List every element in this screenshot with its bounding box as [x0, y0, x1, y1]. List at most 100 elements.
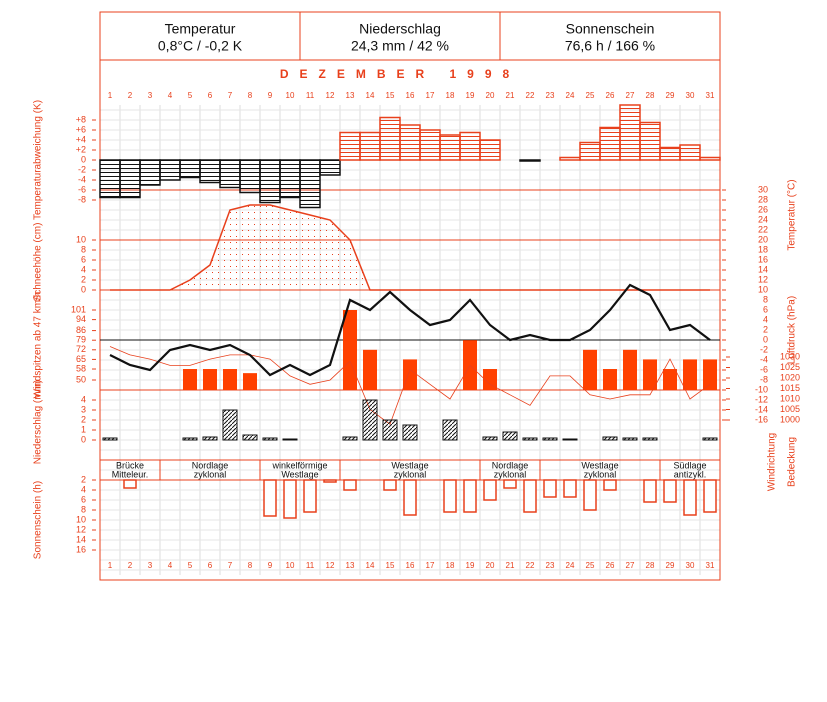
day-label: 22 [526, 561, 535, 570]
precipitation-bar [102, 437, 118, 441]
y-tick-label: -16 [755, 414, 768, 424]
wind-bar [643, 359, 657, 390]
day-label: 25 [586, 91, 595, 100]
y-tick-label: 20 [758, 234, 768, 244]
deviation-bar [519, 159, 541, 162]
weather-type: antizykl. [674, 469, 707, 479]
sunshine-bar [303, 479, 317, 513]
sunshine-bar [383, 479, 397, 491]
weather-type: zyklonal [394, 469, 427, 479]
day-label: 31 [706, 91, 715, 100]
y-tick-label: 8 [81, 244, 86, 254]
sunshine-bar [683, 479, 697, 516]
day-label: 31 [706, 561, 715, 570]
day-label: 3 [148, 561, 153, 570]
header-value: 24,3 mm / 42 % [351, 38, 449, 54]
sunshine-bar [443, 479, 457, 513]
y-tick-label: 4 [81, 394, 86, 404]
deviation-bar [359, 131, 381, 161]
wind-bar [243, 373, 257, 390]
axis-label: Windspitzen ab 47 km/h [33, 292, 44, 399]
weather-type: Westlage [391, 460, 428, 470]
precipitation-bar [282, 438, 298, 441]
y-tick-label: 2 [81, 274, 86, 284]
y-tick-label: 8 [81, 504, 86, 514]
precipitation-bar [202, 436, 218, 441]
sunshine-bar [583, 479, 597, 511]
day-label: 29 [666, 561, 675, 570]
day-label: 30 [686, 561, 695, 570]
y-tick-label: 2 [81, 474, 86, 484]
day-label: 10 [286, 561, 295, 570]
snow-area [110, 205, 710, 290]
weather-type: Südlage [673, 460, 706, 470]
y-tick-label: +8 [76, 114, 86, 124]
header-value: 0,8°C / -0,2 K [158, 38, 243, 54]
day-label: 6 [208, 91, 213, 100]
day-label: 2 [128, 91, 133, 100]
y-tick-label: 4 [81, 484, 86, 494]
month-title: DEZEMBER 1998 [280, 67, 520, 81]
deviation-bar [99, 159, 121, 199]
weather-type: Brücke [116, 460, 144, 470]
axis-label: Temperaturabweichung (K) [33, 100, 44, 220]
day-label: 18 [446, 91, 455, 100]
header-value: 76,6 h / 166 % [565, 38, 655, 54]
deviation-bar [479, 139, 501, 161]
precipitation-bar [482, 436, 498, 441]
deviation-bar [699, 156, 721, 161]
deviation-bar [619, 104, 641, 161]
day-label: 14 [366, 91, 375, 100]
day-label: 9 [268, 91, 273, 100]
precipitation-bar [382, 419, 398, 441]
axis-label: Sonnenschein (h) [33, 481, 44, 559]
day-label: 4 [168, 561, 173, 570]
weather-type: Westlage [281, 469, 318, 479]
wind-bar [403, 359, 417, 390]
y-tick-label: 12 [758, 274, 768, 284]
y-tick-label: 6 [763, 304, 768, 314]
day-label: 15 [386, 561, 395, 570]
sunshine-bar [543, 479, 557, 498]
day-label: 17 [426, 91, 435, 100]
sunshine-bar [343, 479, 357, 491]
day-label: 13 [346, 91, 355, 100]
y-tick-label: 1000 [780, 414, 800, 424]
day-label: 24 [566, 91, 575, 100]
y-tick-label: -8 [760, 374, 768, 384]
day-label: 12 [326, 91, 335, 100]
y-tick-label: 2 [763, 324, 768, 334]
deviation-bar [299, 159, 321, 209]
deviation-bar [339, 131, 361, 161]
y-tick-label: 10 [76, 514, 86, 524]
day-label: 24 [566, 561, 575, 570]
day-label: 26 [606, 91, 615, 100]
day-label: 26 [606, 561, 615, 570]
wind-bar [603, 369, 617, 390]
deviation-bar [159, 159, 181, 181]
y-tick-label: 1025 [780, 362, 800, 372]
deviation-bar [179, 159, 201, 179]
axis-label: Luftdruck (hPa) [787, 296, 798, 364]
sunshine-bar [523, 479, 537, 513]
y-tick-label: 1020 [780, 372, 800, 382]
y-tick-label: 2 [81, 414, 86, 424]
sunshine-bar [123, 479, 137, 489]
y-tick-label: 86 [76, 325, 86, 335]
day-label: 14 [366, 561, 375, 570]
day-label: 27 [626, 561, 635, 570]
header-title: Niederschlag [359, 21, 441, 37]
day-label: 17 [426, 561, 435, 570]
deviation-bar [279, 159, 301, 199]
y-tick-label: 1030 [780, 351, 800, 361]
y-tick-label: 18 [758, 244, 768, 254]
axis-label: Bedeckung [787, 437, 798, 487]
weather-type: zyklonal [494, 469, 527, 479]
wind-bar [363, 349, 377, 390]
deviation-bar [579, 141, 601, 161]
precipitation-bar [242, 434, 258, 441]
y-tick-label: 24 [758, 214, 768, 224]
weather-type: zyklonal [194, 469, 227, 479]
day-label: 28 [646, 561, 655, 570]
